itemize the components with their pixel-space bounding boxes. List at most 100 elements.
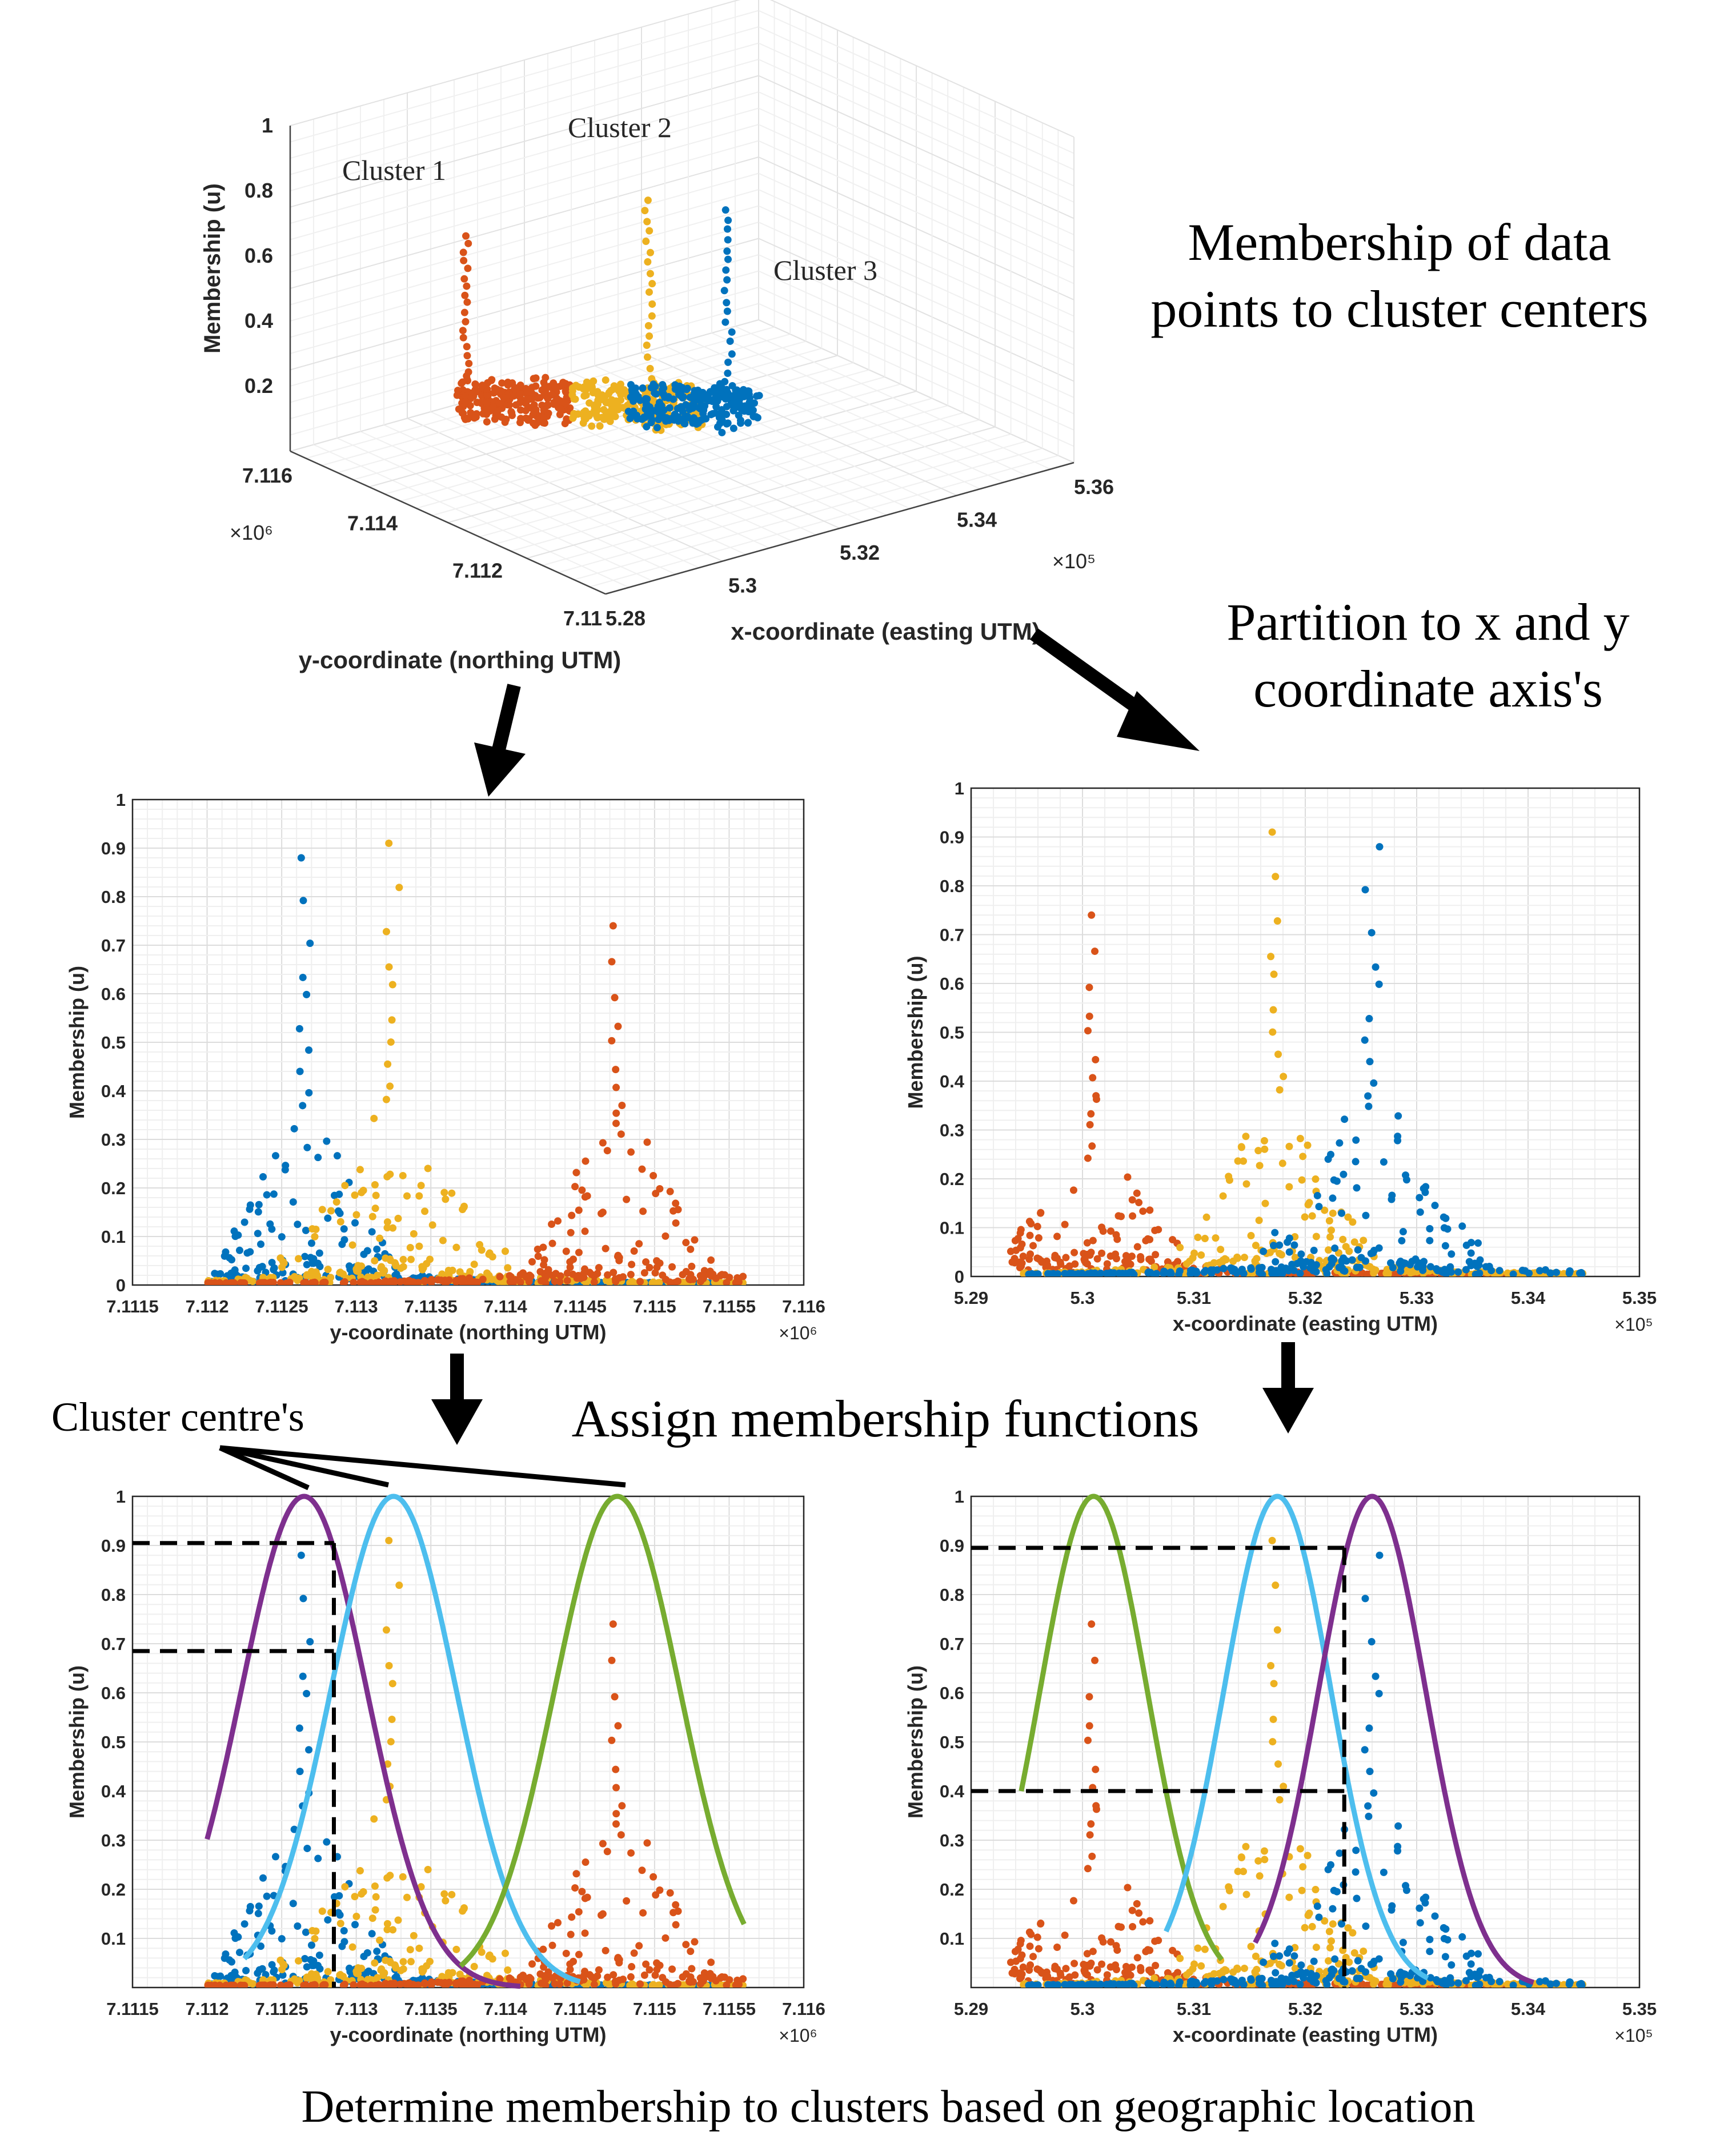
data-point [1467,1973,1475,1981]
data-point [504,381,512,389]
grid-line [290,42,759,175]
data-point [380,1969,388,1977]
data-point [1242,1890,1250,1898]
data-point [563,1979,571,1987]
data-point [417,1883,425,1891]
data-point [646,248,654,256]
data-point [1089,1948,1097,1956]
data-point [491,415,499,423]
data-point [1276,1952,1284,1960]
data-point [1268,828,1276,836]
data-point [516,1271,524,1279]
data-point [303,1844,311,1852]
data-point [1161,1268,1169,1276]
data-point [440,1189,448,1197]
data-point [1182,1971,1190,1979]
data-point [1065,1262,1073,1270]
cluster-centre-pointers [219,1445,626,1491]
data-point [524,396,532,404]
data-point [578,1888,586,1896]
x-tick-label: 7.1125 [255,1999,308,2019]
data-point [371,1205,379,1213]
data-point [1509,1981,1517,1988]
data-point [1509,1270,1517,1276]
data-point [242,1264,250,1272]
data-point [463,298,471,306]
data-point [302,1928,310,1936]
data-point [1300,1974,1308,1982]
data-point [1071,1248,1078,1256]
y-tick-label: 0.4 [940,1781,965,1801]
data-point [1313,1902,1321,1910]
arrow-diagonal-right [1030,628,1200,751]
data-point [595,1966,603,1974]
data-point [628,1963,636,1971]
data-point [696,397,704,405]
z-tick-label: 0.8 [244,179,273,202]
data-point [360,1953,368,1961]
data-point [297,854,305,862]
data-point [1207,1266,1215,1274]
data-point [571,395,579,403]
data-point [254,1208,262,1216]
data-point [1273,917,1281,925]
data-point [352,1211,360,1219]
data-point [356,1166,364,1174]
data-point [645,1966,653,1974]
data-point [599,1840,607,1848]
y-tick-label: 0.8 [940,1585,964,1605]
data-point [386,1082,394,1090]
data-point [1146,1980,1154,1988]
data-point [1007,1958,1015,1966]
data-point [1016,1940,1024,1948]
data-point [516,1278,524,1285]
data-point [1152,1251,1160,1259]
data-point [1296,1845,1304,1853]
data-point [303,1143,311,1151]
data-point [525,1980,533,1988]
data-point [444,1969,452,1977]
data-point [1352,1868,1360,1876]
grid-line [290,107,759,240]
data-point [1051,1254,1059,1262]
data-point [1137,1964,1145,1972]
data-point [351,1893,359,1901]
data-point [666,1889,674,1897]
data-point [636,1278,644,1285]
x-tick-label: 5.3 [1070,1288,1094,1308]
data-point [417,1182,425,1190]
data-point [1389,1974,1397,1982]
x-tick-label: 5.32 [1288,1999,1322,2019]
data-point [612,1066,620,1074]
data-point [1467,1960,1475,1968]
data-point [1291,1965,1299,1973]
heading-assign: Assign membership functions [572,1390,1200,1448]
data-point [1247,1232,1255,1240]
data-point [615,1976,623,1984]
data-point [410,1230,418,1238]
data-point [628,394,636,402]
data-point [1146,1255,1154,1263]
data-point [498,379,506,387]
data-point [583,1192,591,1200]
plot-easting-membership: 5.29 5.3 5.31 5.32 5.33 5.34 5.35 0 0.1 0.2 0.3 0.4… [904,778,1657,1335]
data-point [635,1942,643,1950]
data-point [1089,1074,1097,1082]
data-point [1389,1264,1397,1272]
data-point [1240,1964,1248,1972]
data-point [307,1239,315,1247]
data-point [1118,1981,1126,1988]
data-point [609,922,617,930]
data-point [350,1981,358,1988]
data-point [399,1873,407,1881]
data-point [1270,1270,1278,1276]
data-point [1161,1980,1169,1988]
data-point [740,386,748,394]
data-point [376,1936,384,1944]
grid-line [688,339,1004,483]
data-point [1328,1226,1336,1234]
grid-line [290,59,759,191]
data-point [582,1157,590,1165]
data-point [1328,1970,1336,1978]
data-point [1299,1153,1307,1161]
